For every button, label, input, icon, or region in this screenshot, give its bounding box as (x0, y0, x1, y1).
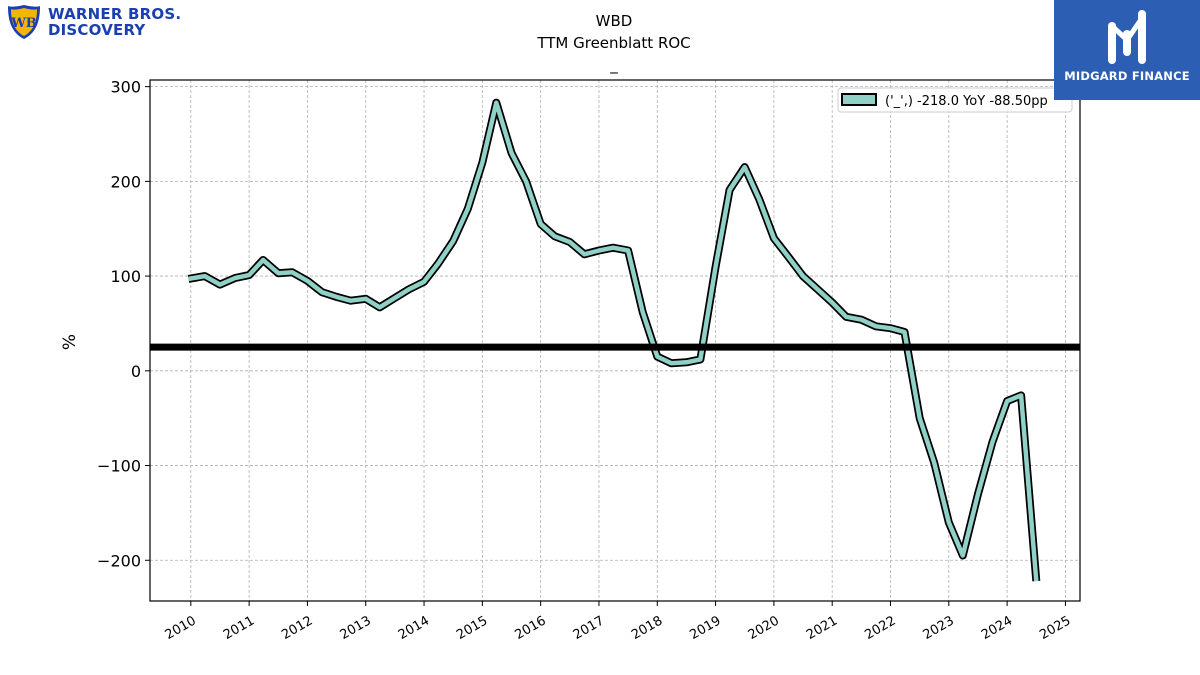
midgard-mark-icon (1108, 10, 1146, 64)
x-tick-label: 2021 (804, 613, 840, 643)
plot-area (150, 98, 1080, 582)
series-line-outline (187, 98, 1041, 582)
y-tick-label: 0 (131, 362, 141, 381)
legend-label: ('_',) -218.0 YoY -88.50pp (885, 94, 1048, 109)
x-tick-label: 2023 (921, 613, 957, 643)
grid (150, 80, 1080, 601)
wb-shield-icon: WB (8, 5, 40, 39)
chart-title: WBD (596, 12, 633, 30)
svg-text:WB: WB (10, 16, 37, 31)
legend: ('_',) -218.0 YoY -88.50pp (837, 87, 1073, 113)
x-tick-label: 2018 (629, 613, 665, 643)
midgard-finance-logo: MIDGARD FINANCE (1054, 0, 1200, 100)
legend-box (837, 87, 1073, 113)
axes: 300 200 100 0 −100 −200 2010 2011 2012 2013 2014 20… (97, 78, 1081, 643)
midgard-finance-text: MIDGARD FINANCE (1064, 69, 1190, 83)
x-tick-label: 2019 (687, 613, 723, 643)
x-tick-label: 2020 (746, 613, 782, 643)
warner-bros-discovery-logo: WB WARNER BROS. DISCOVERY (6, 4, 181, 40)
chart-subtitle: TTM Greenblatt ROC (536, 34, 690, 52)
x-tick-label: 2016 (512, 613, 548, 643)
y-axis-label: % (60, 334, 80, 350)
x-tick-label: 2015 (454, 613, 490, 643)
x-tick-label: 2011 (221, 613, 257, 643)
x-tick-label: 2024 (979, 613, 1015, 643)
legend-swatch (841, 93, 877, 106)
y-tick-label: 200 (110, 172, 141, 191)
x-tick-label: 2014 (396, 613, 432, 643)
x-tick-label: 2013 (338, 613, 374, 643)
axes-frame (149, 79, 1081, 602)
wb-logo-line2: DISCOVERY (48, 21, 146, 39)
x-tick-label: 2017 (571, 613, 607, 643)
y-tick-label: 100 (110, 267, 141, 286)
y-tick-label: 300 (110, 78, 141, 97)
x-tick-label: 2022 (862, 613, 898, 643)
y-tick-label: −100 (97, 457, 141, 476)
chart-subtitle2: _ (609, 56, 618, 75)
x-tick-label: 2010 (163, 613, 199, 643)
x-tick-label: 2025 (1037, 613, 1073, 643)
y-tick-label: −200 (97, 551, 141, 570)
wb-logo-line1: WARNER BROS. (48, 5, 182, 23)
x-tick-label: 2012 (279, 613, 315, 643)
